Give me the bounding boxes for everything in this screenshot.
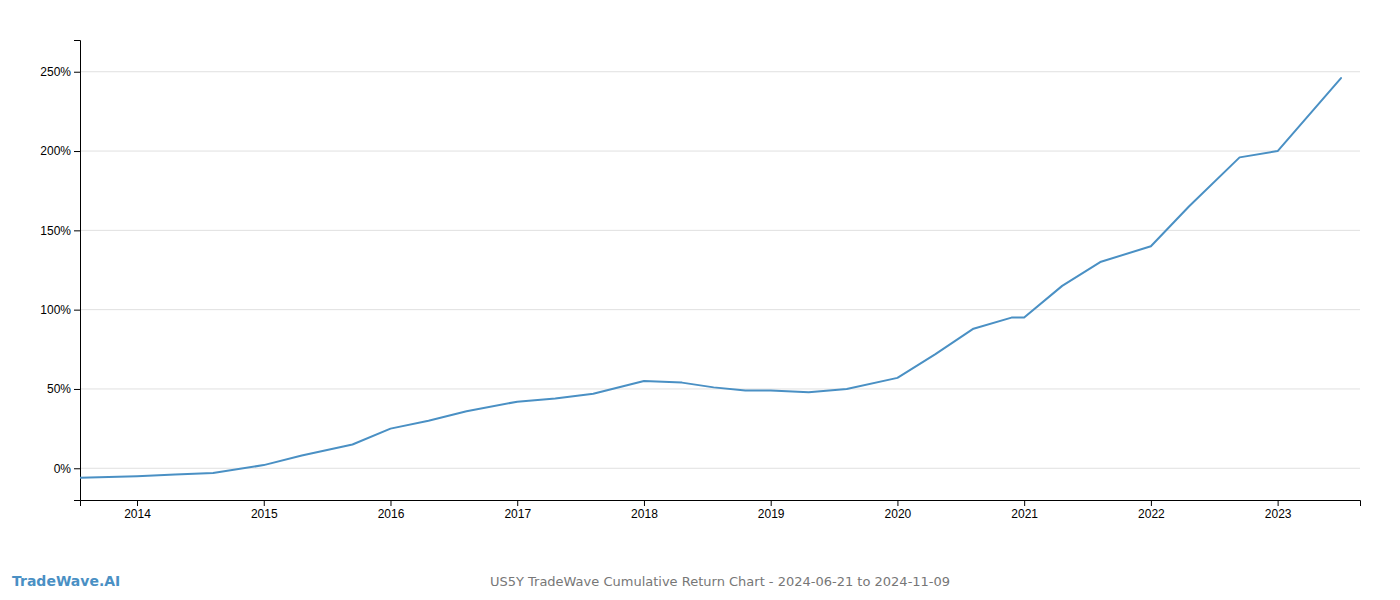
tick-label: 2022 [1138, 507, 1165, 521]
tick-label: 2015 [251, 507, 278, 521]
tick-mark [264, 500, 265, 506]
tick-label: 2023 [1265, 507, 1292, 521]
tick-mark [137, 500, 138, 506]
tick-label: 2020 [885, 507, 912, 521]
grid-line [80, 309, 1360, 310]
data-line [80, 78, 1341, 478]
y-axis: 0% 50% 100% 150% 200% 250% [40, 41, 80, 501]
tick: 2021 [1011, 500, 1038, 521]
grid [80, 72, 1360, 469]
grid-line [80, 468, 1360, 469]
chart-svg: 2014 2015 2016 2017 2018 2019 2020 2021 2022 2023… [0, 0, 1400, 600]
tick: 2016 [378, 500, 405, 521]
plot-area [80, 78, 1341, 478]
grid-line [80, 151, 1360, 152]
grid-line [80, 71, 1360, 72]
tick: 50% [47, 382, 80, 396]
tick-mark [1278, 500, 1279, 506]
tick-label: 2014 [124, 507, 151, 521]
tick-mark [644, 500, 645, 506]
tick: 200% [40, 144, 80, 158]
tick-label: 2019 [758, 507, 785, 521]
x-axis: 2014 2015 2016 2017 2018 2019 2020 2021 2022 2023 [81, 500, 1361, 521]
tick: 2019 [758, 500, 785, 521]
tick-mark [390, 500, 391, 506]
tick: 2023 [1265, 500, 1292, 521]
tick: 250% [40, 65, 80, 79]
tick: 2017 [504, 500, 531, 521]
tick-mark [897, 500, 898, 506]
tick: 100% [40, 303, 80, 317]
tick-mark [74, 72, 80, 73]
axis-line [81, 501, 1361, 507]
tick-label: 2017 [504, 507, 531, 521]
tick-label: 2016 [378, 507, 405, 521]
grid-line [80, 230, 1360, 231]
tick-mark [74, 310, 80, 311]
tick-label: 250% [40, 65, 71, 79]
tick-label: 2021 [1011, 507, 1038, 521]
tick-mark [517, 500, 518, 506]
tick-label: 50% [47, 382, 71, 396]
title: US5Y TradeWave Cumulative Return Chart -… [490, 574, 950, 589]
tick: 2020 [885, 500, 912, 521]
tick: 2022 [1138, 500, 1165, 521]
chart-container: 2014 2015 2016 2017 2018 2019 2020 2021 2022 2023… [0, 0, 1400, 600]
tick: 2015 [251, 500, 278, 521]
tick-mark [771, 500, 772, 506]
annotation: TradeWave.AI [12, 573, 120, 589]
tick-mark [74, 468, 80, 469]
tick-mark [74, 230, 80, 231]
tick: 2014 [124, 500, 151, 521]
axis-line [74, 41, 81, 501]
tick-label: 200% [40, 144, 71, 158]
tick-mark [1151, 500, 1152, 506]
tick-mark [74, 389, 80, 390]
tick-label: 0% [54, 462, 72, 476]
tick: 2018 [631, 500, 658, 521]
tick-mark [74, 151, 80, 152]
tick-label: 100% [40, 303, 71, 317]
tick-mark [1024, 500, 1025, 506]
tick: 0% [54, 462, 80, 476]
tick: 150% [40, 224, 80, 238]
tick-label: 150% [40, 224, 71, 238]
tick-label: 2018 [631, 507, 658, 521]
